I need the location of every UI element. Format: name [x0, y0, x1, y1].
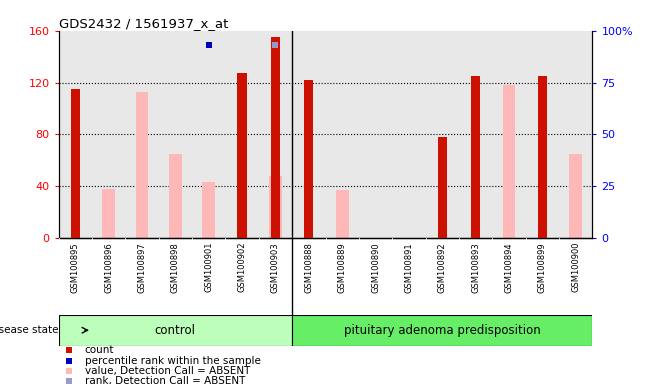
Text: GSM100894: GSM100894	[505, 242, 514, 293]
Bar	[269, 176, 282, 238]
Text: GSM100888: GSM100888	[304, 242, 313, 293]
Bar	[437, 137, 447, 238]
Bar	[271, 37, 280, 238]
Text: GSM100896: GSM100896	[104, 242, 113, 293]
Bar	[202, 182, 215, 238]
Text: rank, Detection Call = ABSENT: rank, Detection Call = ABSENT	[85, 376, 245, 384]
Bar	[336, 190, 348, 238]
Text: GSM100895: GSM100895	[71, 242, 80, 293]
Text: GSM100889: GSM100889	[338, 242, 347, 293]
Text: control: control	[155, 324, 196, 337]
Text: GSM100901: GSM100901	[204, 242, 214, 293]
Bar	[304, 80, 314, 238]
Text: GSM100900: GSM100900	[571, 242, 580, 293]
Text: GSM100898: GSM100898	[171, 242, 180, 293]
Bar	[59, 315, 292, 346]
Bar	[503, 85, 516, 238]
Bar	[70, 89, 80, 238]
Text: GSM100899: GSM100899	[538, 242, 547, 293]
Bar	[238, 73, 247, 238]
Bar	[570, 154, 582, 238]
Text: GSM100891: GSM100891	[404, 242, 413, 293]
Text: GSM100892: GSM100892	[437, 242, 447, 293]
Text: GSM100890: GSM100890	[371, 242, 380, 293]
Text: GSM100897: GSM100897	[137, 242, 146, 293]
Text: count: count	[85, 345, 114, 355]
Text: GDS2432 / 1561937_x_at: GDS2432 / 1561937_x_at	[59, 17, 228, 30]
Bar	[538, 76, 547, 238]
Bar	[135, 92, 148, 238]
Text: GSM100902: GSM100902	[238, 242, 247, 293]
Bar	[169, 154, 182, 238]
Text: pituitary adenoma predisposition: pituitary adenoma predisposition	[344, 324, 540, 337]
Text: value, Detection Call = ABSENT: value, Detection Call = ABSENT	[85, 366, 250, 376]
Bar	[292, 315, 592, 346]
Text: GSM100903: GSM100903	[271, 242, 280, 293]
Text: GSM100893: GSM100893	[471, 242, 480, 293]
Text: percentile rank within the sample: percentile rank within the sample	[85, 356, 260, 366]
Text: disease state: disease state	[0, 325, 59, 335]
Bar	[471, 76, 480, 238]
Bar	[102, 189, 115, 238]
